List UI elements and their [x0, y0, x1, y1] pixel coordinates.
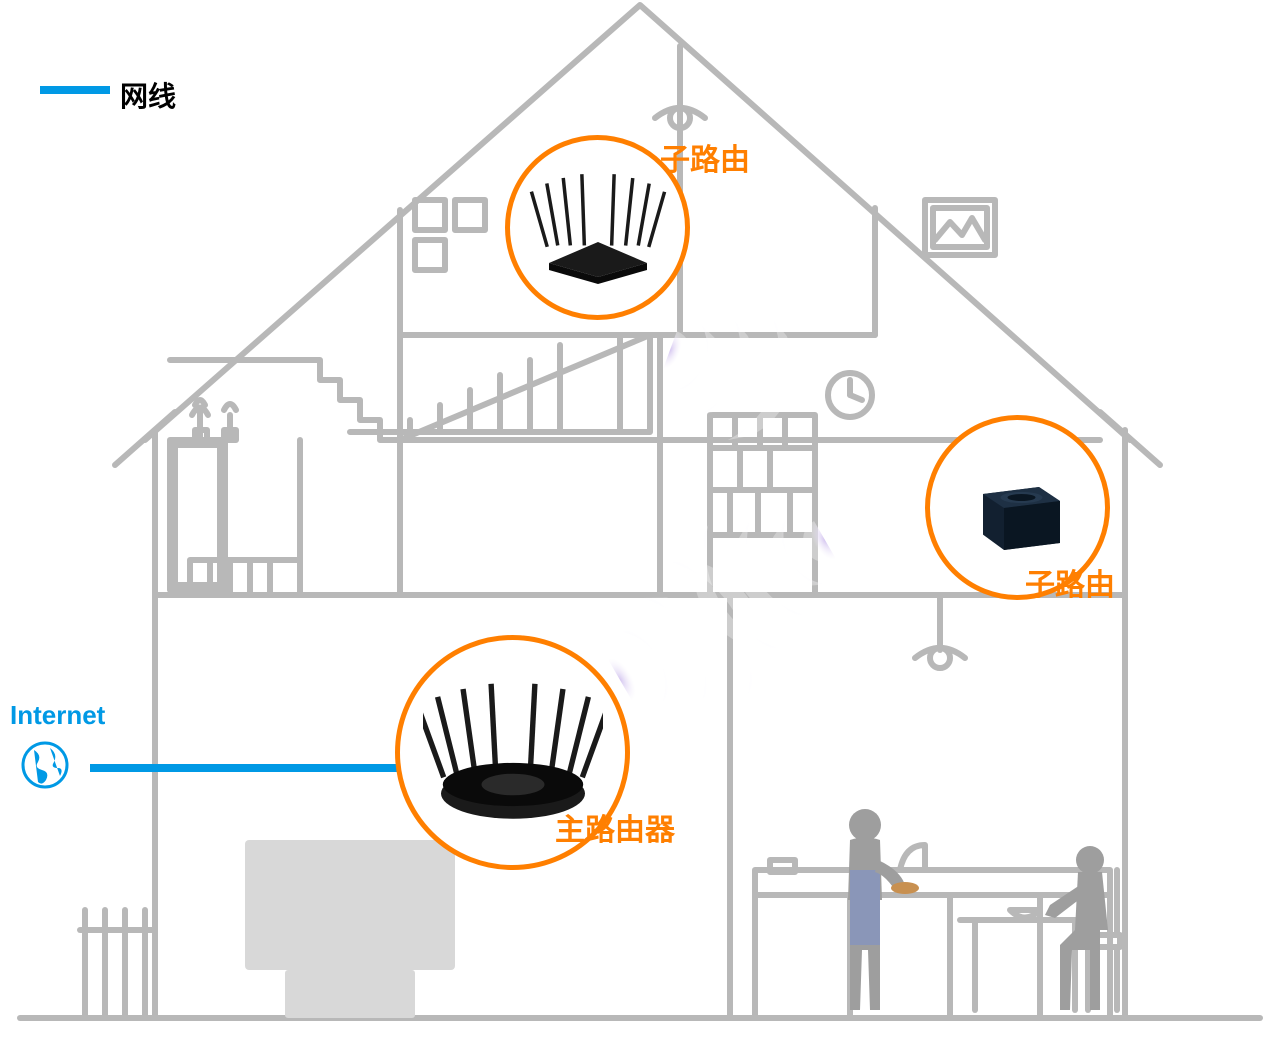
- legend-label: 网线: [120, 75, 176, 115]
- router-antenna-icon: [528, 158, 668, 298]
- legend-cable-line: [40, 86, 110, 94]
- child-router-2-label: 子路由: [1025, 560, 1115, 604]
- ethernet-cable: [90, 764, 400, 772]
- child-router-1-label: 子路由: [660, 135, 750, 179]
- internet-label: Internet: [10, 700, 105, 731]
- globe-icon: [20, 740, 70, 790]
- router-box-icon: [948, 438, 1088, 578]
- main-router-label: 主路由器: [555, 805, 675, 849]
